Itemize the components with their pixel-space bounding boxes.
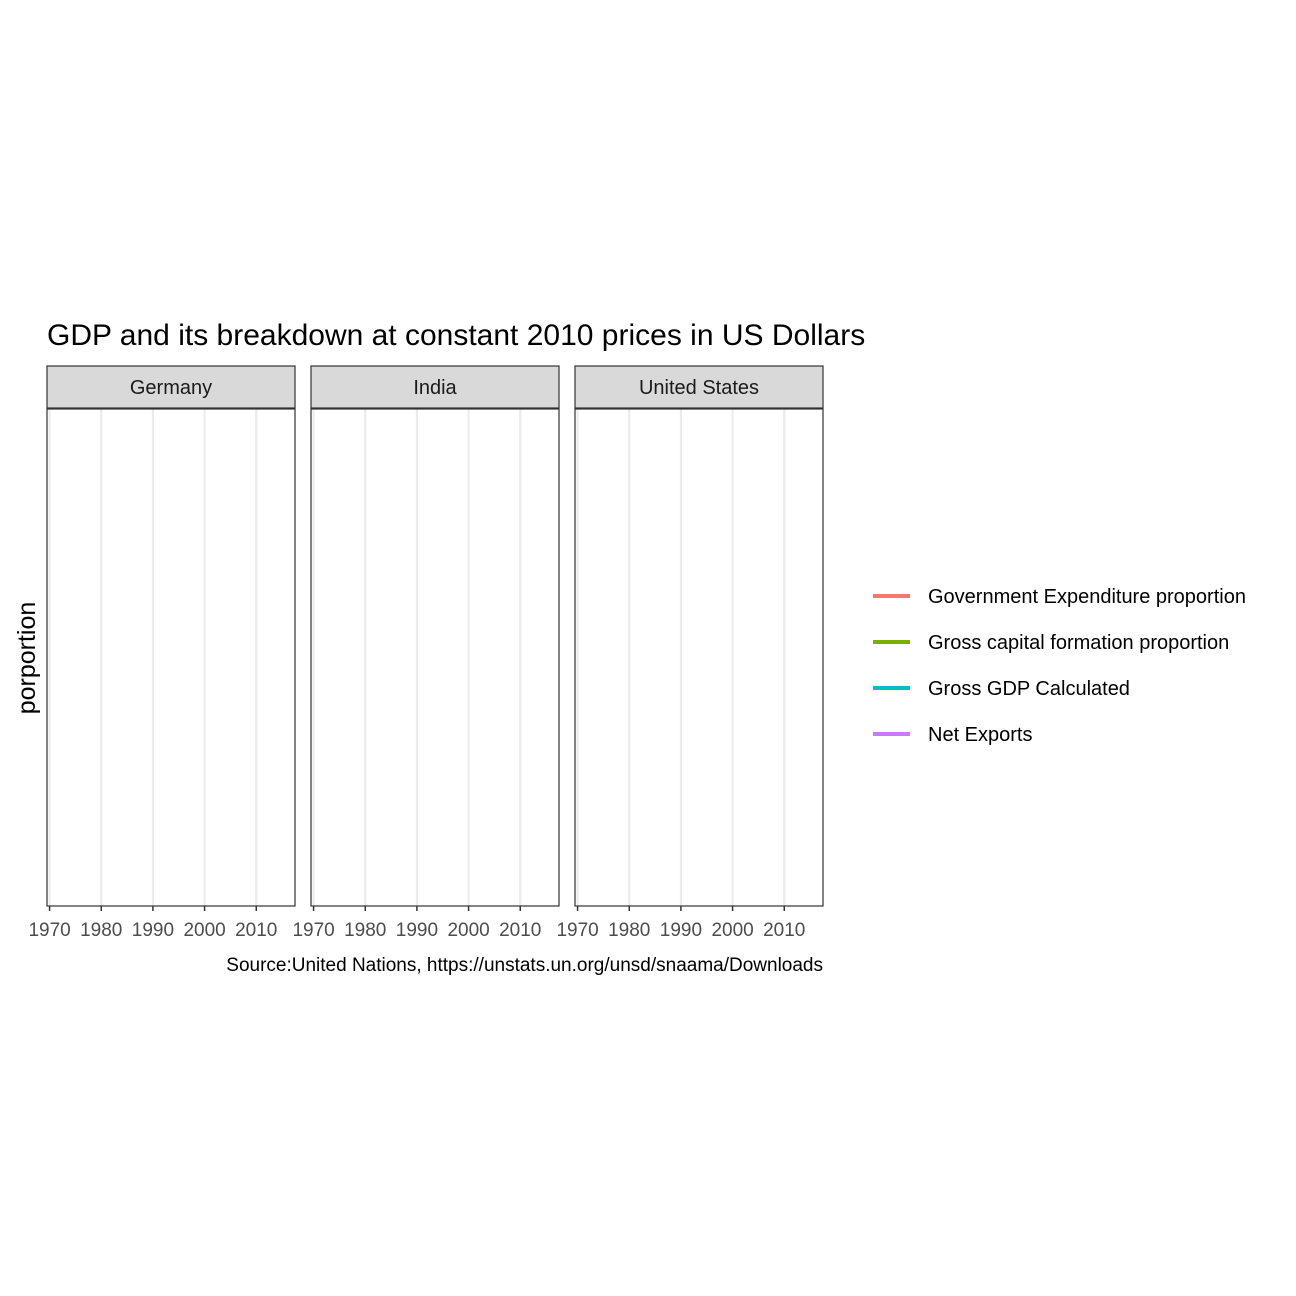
y-axis-title: porportion bbox=[13, 602, 41, 715]
legend: Government Expenditure proportion Gross c… bbox=[873, 586, 1246, 746]
facet-strip-label: United States bbox=[639, 377, 759, 399]
facet-strip bbox=[574, 365, 824, 409]
legend-label: Government Expenditure proportion bbox=[928, 586, 1246, 608]
legend-item: Gross capital formation proportion bbox=[873, 632, 1229, 654]
facet-strip-label: Germany bbox=[130, 377, 212, 399]
x-tick-label: 2010 bbox=[235, 920, 277, 941]
chart-title: GDP and its breakdown at constant 2010 p… bbox=[47, 319, 865, 352]
facet-strip bbox=[46, 365, 296, 409]
x-tick-label: 1970 bbox=[556, 920, 598, 941]
facet-germany: Germany 1970 1980 1990 2000 2010 bbox=[28, 365, 296, 941]
legend-label: Gross capital formation proportion bbox=[928, 632, 1229, 654]
x-tick-label: 1980 bbox=[608, 920, 650, 941]
panel-background bbox=[575, 409, 823, 906]
legend-item: Gross GDP Calculated bbox=[873, 678, 1130, 700]
facet-strip-label: India bbox=[413, 377, 457, 399]
x-tick-label: 1980 bbox=[344, 920, 386, 941]
x-tick-label: 2000 bbox=[183, 920, 225, 941]
x-tick-label: 1980 bbox=[80, 920, 122, 941]
legend-item: Net Exports bbox=[873, 724, 1032, 746]
facet-strip bbox=[310, 365, 560, 409]
legend-label: Gross GDP Calculated bbox=[928, 678, 1130, 700]
panel-border bbox=[46, 408, 296, 907]
facets-layer: Germany 1970 1980 1990 2000 2010 India 1970 1980… bbox=[28, 365, 824, 941]
legend-label: Net Exports bbox=[928, 724, 1032, 746]
x-tick-label: 1990 bbox=[660, 920, 702, 941]
panel-border bbox=[310, 408, 560, 907]
x-tick-label: 2010 bbox=[763, 920, 805, 941]
legend-item: Government Expenditure proportion bbox=[873, 586, 1246, 608]
panel-background bbox=[311, 409, 559, 906]
x-tick-label: 1970 bbox=[28, 920, 70, 941]
x-tick-label: 1970 bbox=[292, 920, 334, 941]
chart-caption: Source:United Nations, https://unstats.u… bbox=[226, 955, 823, 976]
facet-india: India 1970 1980 1990 2000 2010 bbox=[292, 365, 560, 941]
x-tick-label: 1990 bbox=[132, 920, 174, 941]
x-tick-label: 2010 bbox=[499, 920, 541, 941]
facet-united-states: United States 1970 1980 1990 2000 2010 bbox=[556, 365, 824, 941]
panel-background bbox=[47, 409, 295, 906]
x-tick-label: 1990 bbox=[396, 920, 438, 941]
panel-border bbox=[574, 408, 824, 907]
x-tick-label: 2000 bbox=[711, 920, 753, 941]
x-tick-label: 2000 bbox=[447, 920, 489, 941]
